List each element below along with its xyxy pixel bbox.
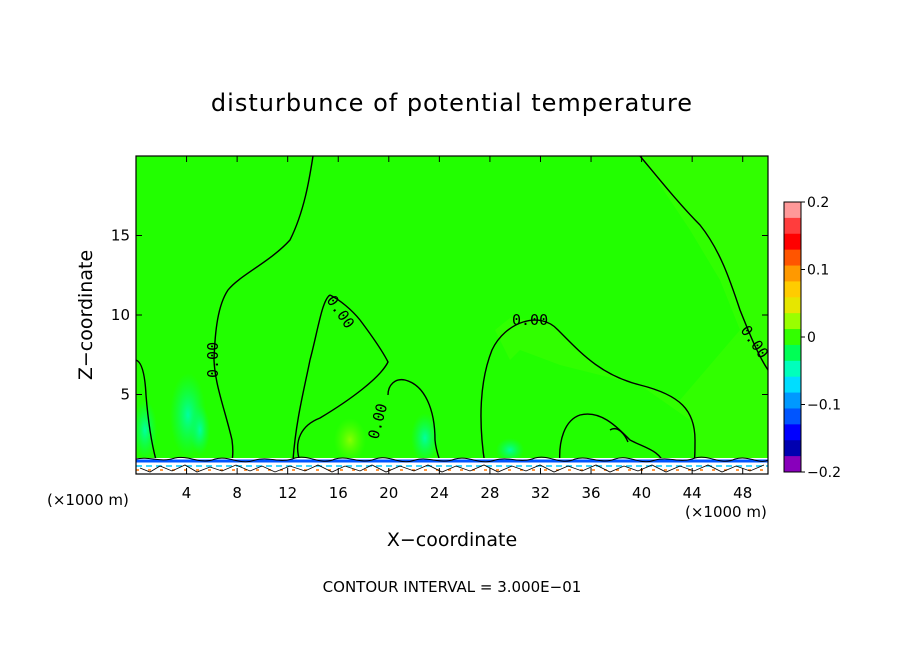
x-tick-label: 32 [531, 484, 550, 502]
x-tick-label: 28 [480, 484, 499, 502]
contour-line-right-of-plume [387, 378, 443, 469]
contour-line-dome-inner [609, 428, 629, 443]
contour-line-small-dome [558, 413, 666, 467]
contour-line-upper-right [639, 156, 768, 371]
x-tick-label: 40 [632, 484, 651, 502]
contour-interval-note: CONTOUR INTERVAL = 3.000E−01 [323, 578, 582, 596]
x-tick-label: 12 [278, 484, 297, 502]
contour-line-left-edge [136, 359, 157, 461]
blob-b [190, 405, 210, 455]
blob-d [334, 418, 366, 462]
field-region-upper-right [495, 156, 768, 474]
surface-band-black [136, 456, 768, 463]
colorbar-swatch [784, 329, 801, 346]
x-axis: 4 8 12 16 20 24 28 32 36 40 44 48 [182, 156, 752, 502]
colorbar-swatch [784, 217, 801, 235]
contour-line-upper-left [213, 156, 314, 469]
colorbar-swatch [784, 202, 801, 219]
colorbar-swatch [784, 440, 801, 457]
surface-band-texture [139, 464, 765, 473]
colorbar-tick-label: −0.1 [807, 398, 841, 414]
colorbar-swatch [784, 344, 801, 362]
x-tick-label: 24 [430, 484, 449, 502]
blob-e [496, 438, 524, 462]
y-unit-note: (×1000 m) [47, 491, 129, 509]
blob-c [411, 413, 439, 463]
colorbar-ticks: 0.2 0.1 0 −0.1 −0.2 [801, 195, 841, 481]
colorbar-swatch [784, 265, 801, 282]
x-tick-label: 4 [182, 484, 192, 502]
x-axis-label: X−coordinate [387, 529, 517, 551]
colorbar-swatch [784, 376, 801, 394]
colorbar-swatch [784, 281, 801, 298]
x-tick-label: 44 [683, 484, 702, 502]
colorbar-tick-label: −0.2 [807, 465, 841, 481]
y-tick-label: 10 [111, 306, 130, 324]
field-background [136, 156, 768, 474]
blob-f [136, 400, 157, 460]
colorbar-swatch [784, 456, 801, 473]
x-tick-label: 36 [581, 484, 600, 502]
x-tick-label: 20 [379, 484, 398, 502]
x-tick-label: 8 [232, 484, 242, 502]
field-layer [136, 156, 768, 474]
colorbar-swatch [784, 424, 801, 441]
chart-title: disturbunce of potential temperature [211, 89, 693, 117]
y-tick-label: 5 [120, 386, 130, 404]
colorbar-tick-label: 0.1 [807, 263, 829, 279]
contour-line-central-plume [292, 294, 389, 463]
colorbar-swatch [784, 297, 801, 314]
colorbar-swatch [784, 408, 801, 425]
contour-line-dome [480, 319, 696, 469]
colorbar-swatch [784, 313, 801, 330]
colorbar-swatch [784, 249, 801, 267]
colorbar-swatch [784, 392, 801, 409]
colorbar-swatch [784, 360, 801, 378]
y-axis-label: Z−coordinate [75, 250, 97, 380]
contour-label: 0.00 [204, 342, 222, 378]
y-axis: 5 10 15 [111, 227, 768, 404]
y-tick-label: 15 [111, 227, 130, 245]
x-tick-label: 16 [329, 484, 348, 502]
colorbar-swatch [784, 233, 801, 251]
colorbar [783, 201, 802, 473]
colorbar-tick-label: 0.2 [807, 195, 829, 211]
x-tick-label: 48 [733, 484, 752, 502]
x-unit-note: (×1000 m) [685, 503, 767, 521]
contour-lines [136, 156, 768, 469]
colorbar-tick-label: 0 [807, 330, 816, 346]
contour-label: 0.00 [512, 311, 548, 329]
